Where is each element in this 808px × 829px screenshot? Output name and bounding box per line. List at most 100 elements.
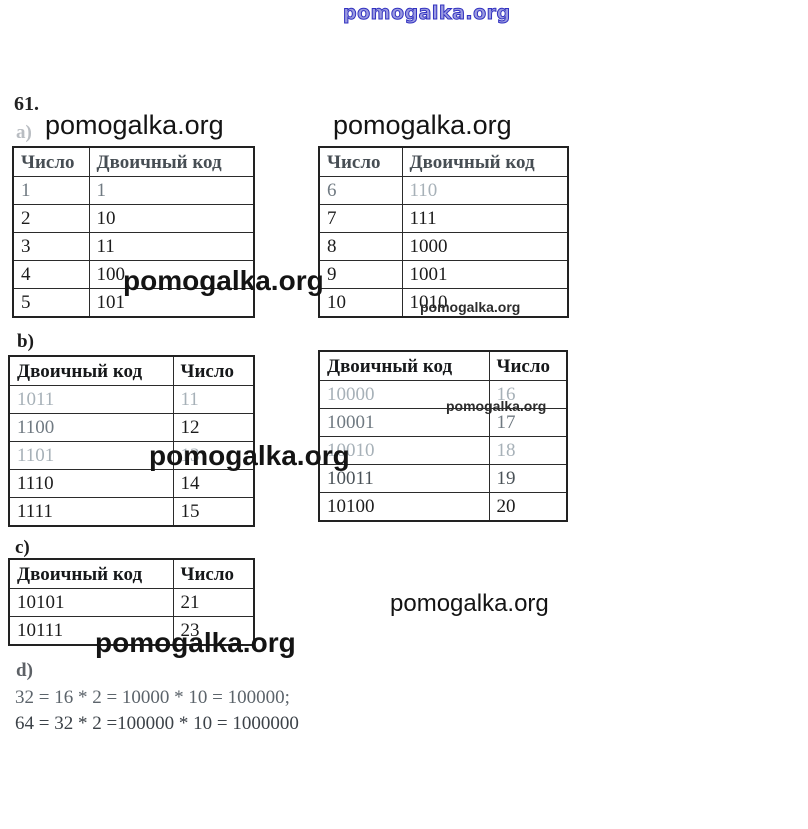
cell-number: 8 — [318, 232, 403, 261]
watermark: pomogalka.org — [123, 265, 324, 296]
cell-number: 16 — [488, 380, 568, 409]
site-logo: pomogalka.org — [343, 2, 511, 25]
cell-binary: 1100 — [8, 413, 174, 442]
table-row: 4 100 — [12, 260, 255, 289]
cell-binary: 110 — [401, 176, 569, 205]
table-row: 10010 18 — [318, 436, 568, 465]
cell-binary: 111 — [401, 204, 569, 233]
header-number: Число — [172, 558, 255, 589]
table-row: 1110 14 — [8, 469, 255, 498]
table-header-row: Число Двоичный код — [12, 146, 255, 177]
section-d-label: d) — [16, 660, 33, 681]
table-row: 1111 15 — [8, 497, 255, 527]
section-b-label: b) — [17, 331, 34, 352]
table-row: 10101 21 — [8, 588, 255, 617]
cell-binary: 10100 — [318, 492, 490, 522]
header-number: Число — [318, 146, 403, 177]
table-row: 9 1001 — [318, 260, 569, 289]
cell-number: 11 — [172, 385, 255, 414]
table-row: 1011 11 — [8, 385, 255, 414]
header-number: Число — [172, 355, 255, 386]
cell-number: 21 — [172, 588, 255, 617]
table-row: 8 1000 — [318, 232, 569, 261]
header-number: Число — [488, 350, 568, 381]
formula-line-32: 32 = 16 * 2 = 10000 * 10 = 100000; — [15, 687, 290, 708]
cell-number: 14 — [172, 469, 255, 498]
table-row: 10 1010 — [318, 288, 569, 318]
cell-number: 2 — [12, 204, 90, 233]
table-row: 1 1 — [12, 176, 255, 205]
cell-number: 5 — [12, 288, 90, 318]
header-binary-code: Двоичный код — [401, 146, 569, 177]
cell-binary: 1001 — [401, 260, 569, 289]
header-binary-code: Двоичный код — [8, 558, 174, 589]
cell-number: 12 — [172, 413, 255, 442]
table-c-codes-21-23: Двоичный код Число 10101 21 10111 23 — [8, 558, 255, 646]
table-row: 3 11 — [12, 232, 255, 261]
cell-number: 13 — [172, 441, 255, 470]
cell-number: 19 — [488, 464, 568, 493]
cell-binary: 1 — [88, 176, 255, 205]
table-row: 10111 23 — [8, 616, 255, 646]
table-a-numbers-6-10: Число Двоичный код 6 110 7 111 8 1000 9 … — [318, 146, 569, 318]
cell-binary: 101 — [88, 288, 255, 318]
table-row: 10100 20 — [318, 492, 568, 522]
cell-number: 3 — [12, 232, 90, 261]
cell-number: 15 — [172, 497, 255, 527]
table-row: 5 101 — [12, 288, 255, 318]
table-row: 1101 13 — [8, 441, 255, 470]
cell-number: 4 — [12, 260, 90, 289]
cell-number: 20 — [488, 492, 568, 522]
cell-binary: 1000 — [401, 232, 569, 261]
cell-binary: 10001 — [318, 408, 490, 437]
cell-number: 10 — [318, 288, 403, 318]
watermark: pomogalka.org — [333, 110, 512, 140]
watermark: pomogalka.org — [446, 398, 547, 414]
table-row: 2 10 — [12, 204, 255, 233]
cell-number: 6 — [318, 176, 403, 205]
table-row: 7 111 — [318, 204, 569, 233]
header-number: Число — [12, 146, 90, 177]
cell-number: 18 — [488, 436, 568, 465]
cell-binary: 10 — [88, 204, 255, 233]
cell-binary: 1010 — [401, 288, 569, 318]
cell-number: 1 — [12, 176, 90, 205]
table-row: 10000 16 — [318, 380, 568, 409]
table-b-codes-11-15: Двоичный код Число 1011 11 1100 12 1101 … — [8, 355, 255, 527]
watermark: pomogalka.org — [420, 299, 521, 315]
cell-binary: 1101 — [8, 441, 174, 470]
cell-number: 7 — [318, 204, 403, 233]
table-row: 10011 19 — [318, 464, 568, 493]
table-header-row: Двоичный код Число — [8, 558, 255, 589]
cell-binary: 1111 — [8, 497, 174, 527]
table-row: 1100 12 — [8, 413, 255, 442]
cell-binary: 10011 — [318, 464, 490, 493]
section-c-label: c) — [15, 537, 30, 558]
header-binary-code: Двоичный код — [88, 146, 255, 177]
cell-number: 9 — [318, 260, 403, 289]
watermark: pomogalka.org — [149, 440, 350, 471]
cell-binary: 10101 — [8, 588, 174, 617]
table-header-row: Двоичный код Число — [318, 350, 568, 381]
watermark: pomogalka.org — [390, 590, 549, 617]
cell-binary: 1011 — [8, 385, 174, 414]
cell-number: 23 — [172, 616, 255, 646]
cell-binary: 1110 — [8, 469, 174, 498]
watermark: pomogalka.org — [45, 110, 224, 140]
cell-binary: 10010 — [318, 436, 490, 465]
cell-binary: 100 — [88, 260, 255, 289]
problem-number: 61. — [14, 93, 39, 115]
formula-line-64: 64 = 32 * 2 =100000 * 10 = 1000000 — [15, 713, 299, 734]
table-row: 6 110 — [318, 176, 569, 205]
table-b-codes-16-20: Двоичный код Число 10000 16 10001 17 100… — [318, 350, 568, 522]
table-header-row: Двоичный код Число — [8, 355, 255, 386]
header-binary-code: Двоичный код — [318, 350, 490, 381]
table-header-row: Число Двоичный код — [318, 146, 569, 177]
header-binary-code: Двоичный код — [8, 355, 174, 386]
section-a-label: a) — [16, 122, 32, 143]
cell-binary: 10000 — [318, 380, 490, 409]
cell-binary: 10111 — [8, 616, 174, 646]
watermark: pomogalka.org — [95, 627, 296, 658]
table-a-numbers-1-5: Число Двоичный код 1 1 2 10 3 11 4 100 5… — [12, 146, 255, 318]
